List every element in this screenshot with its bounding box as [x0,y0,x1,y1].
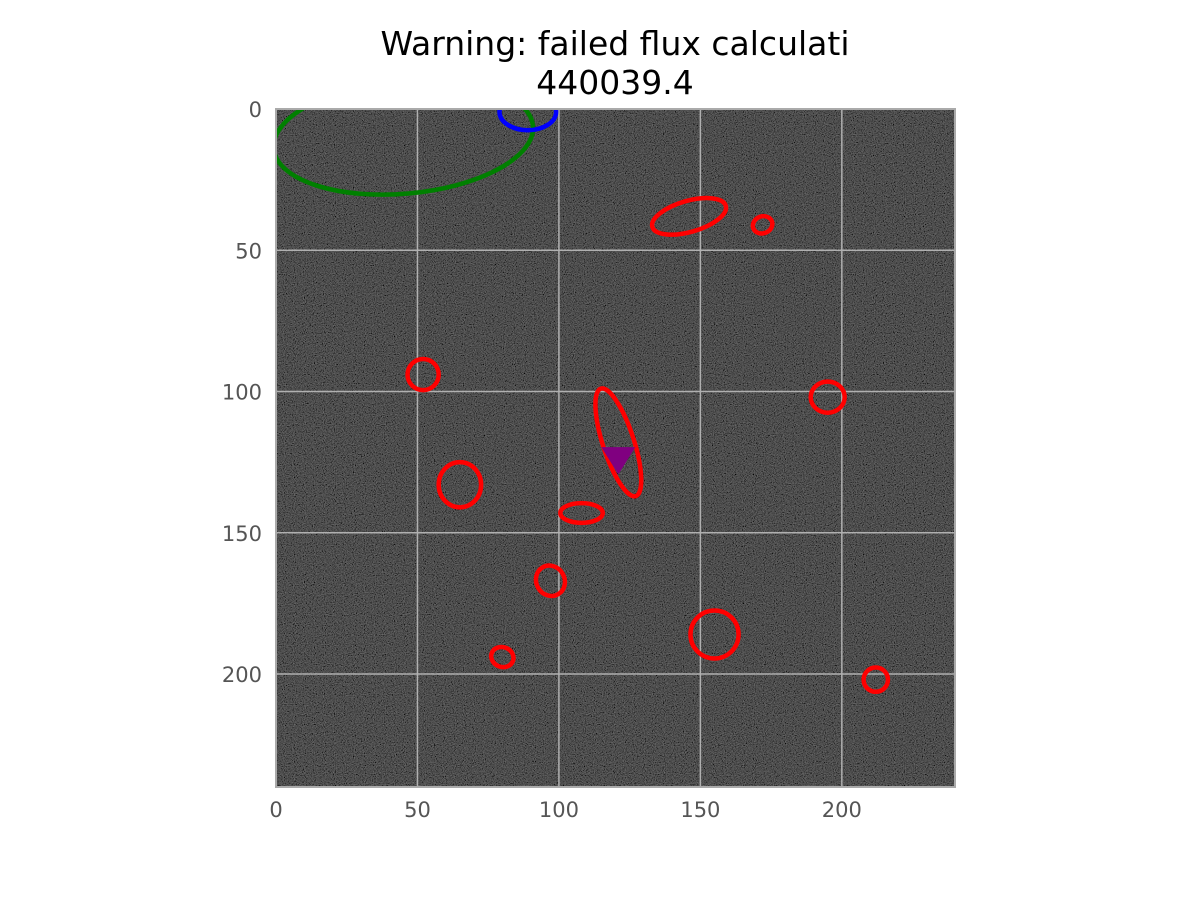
chart-title: Warning: failed flux calculati [380,24,850,63]
x-tick-label: 50 [404,798,431,822]
marks [276,109,891,695]
y-tick-label: 50 [235,239,262,263]
x-tick-label: 200 [822,798,862,822]
source-ellipse [750,213,775,236]
source-ellipse [405,356,441,393]
plot-area: 0 50 100 150 200 0 50 100 150 200 [222,98,956,822]
source-ellipse [276,109,536,197]
x-tick-label: 0 [269,798,282,822]
axes-frame [275,108,956,788]
source-ellipse [649,195,729,237]
x-tick-label: 150 [680,798,720,822]
source-ellipse [488,644,516,670]
source-ellipse [688,608,741,661]
source-ellipse [861,665,891,695]
chart-subtitle: 440039.4 [536,63,694,102]
tick-labels: 0 50 100 150 200 0 50 100 150 200 [222,98,862,822]
source-ellipse [497,109,559,133]
target-marker [601,447,636,475]
source-ellipse [436,459,484,510]
y-tick-label: 200 [222,663,262,687]
source-ellipse [558,500,606,526]
y-tick-label: 150 [222,522,262,546]
y-tick-label: 0 [249,98,262,122]
source-ellipse [533,563,568,599]
y-tick-label: 100 [222,381,262,405]
source-ellipse [808,379,847,415]
x-tick-label: 100 [539,798,579,822]
